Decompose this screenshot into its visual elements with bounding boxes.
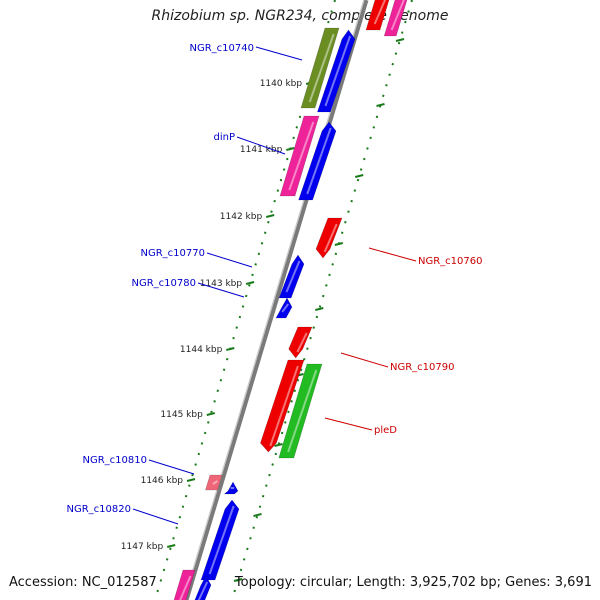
tick-mark [186, 478, 196, 482]
gene-arrow-ngr-c10790-a [288, 326, 313, 359]
tick-mark-minor [376, 103, 385, 107]
tick-mark-minor [395, 38, 405, 42]
tick-label: 1144 kbp [180, 345, 223, 355]
gene-label-ngr-c10760[interactable]: NGR_c10760 [418, 256, 483, 267]
gene-label-ngr-c10740-leader [255, 46, 303, 61]
gene-arrow-ngr-c10790 [260, 359, 305, 453]
gene-label-ngr-c10820-leader [132, 508, 179, 525]
tick-mark-minor [274, 443, 283, 447]
tick-mark-minor [315, 307, 324, 311]
gene-arrow-dinp [279, 115, 320, 197]
gene-arrow-ngr-c10820 [200, 499, 240, 581]
genome-backbone [183, 0, 369, 600]
gene-label-ngr-c10820[interactable]: NGR_c10820 [67, 504, 132, 515]
tick-mark-minor [253, 513, 262, 517]
gene-arrow-pled-shine [287, 369, 318, 453]
gene-label-ngr-c10810-leader [148, 459, 195, 475]
gene-arrow-top-magenta-shine [390, 0, 405, 31]
gene-label-ngr-c10770[interactable]: NGR_c10770 [141, 248, 206, 259]
gene-arrow-blue-2-shine [306, 127, 332, 195]
tick-mark [245, 281, 255, 285]
gene-label-ngr-c10780-leader [197, 282, 245, 298]
tick-label: 1141 kbp [240, 145, 283, 155]
gene-arrow-ngr-c10790-a-shine [296, 332, 308, 353]
gene-arrow-ngr-c10780 [275, 297, 293, 319]
gene-arrow-ngr-c10760 [315, 217, 343, 259]
gene-arrow-blue-1 [316, 29, 356, 113]
gene-arrow-dinp-shine [288, 121, 315, 191]
gene-arrow-ngr-c10790-shine [269, 365, 299, 447]
tick-label: 1142 kbp [220, 212, 263, 222]
gene-label-ngr-c10810[interactable]: NGR_c10810 [83, 455, 148, 466]
tick-mark [206, 412, 216, 416]
gene-arrow-blue-2 [298, 121, 337, 201]
gene-arrow-top-magenta [383, 0, 408, 37]
gene-arrow-ngr-c10810 [205, 474, 223, 491]
gene-arrow-bottom-magenta-shine [179, 575, 192, 600]
gene-arrow-bottom-blue-shine [197, 581, 209, 600]
tick-label: 1143 kbp [200, 279, 243, 289]
gene-arrow-blue-1-shine [324, 35, 352, 107]
tick-mark [226, 347, 235, 351]
gene-arrow-pled [278, 363, 323, 459]
tick-label: 1147 kbp [121, 542, 164, 552]
gene-arrow-ngr-c10740-shine [308, 33, 335, 103]
tick-mark-minor [233, 578, 243, 582]
gene-arrow-ngr-c10770 [278, 254, 305, 299]
tick-mark [286, 147, 295, 151]
tick-mark-minor [334, 242, 344, 246]
gene-label-ngr-c10770-leader [206, 252, 253, 268]
gene-arrow-ngr-c10760-shine [323, 223, 338, 253]
tick-label: 1140 kbp [260, 79, 303, 89]
tick-mark-minor [354, 174, 364, 178]
gene-label-dinp-leader [236, 136, 286, 155]
gene-label-ngr-c10740[interactable]: NGR_c10740 [190, 43, 255, 54]
gene-arrow-top-red [365, 0, 390, 31]
gene-label-ngr-c10780[interactable]: NGR_c10780 [132, 278, 197, 289]
gene-arrow-bottom-magenta [173, 569, 196, 600]
gene-arrow-ngr-c10770-shine [285, 260, 301, 293]
gene-label-ngr-c10760-leader [368, 247, 417, 262]
tick-label: 1145 kbp [160, 410, 203, 420]
tick-mark [166, 544, 176, 548]
gene-arrow-ngr-c10810-shine [212, 480, 218, 485]
tick-label: 1146 kbp [141, 476, 184, 486]
gene-label-pled[interactable]: pleD [374, 425, 397, 436]
gene-arrow-small-blue [223, 481, 239, 495]
gene-label-pled-leader [324, 417, 373, 431]
tick-track-right [231, 0, 413, 600]
gene-label-ngr-c10790[interactable]: NGR_c10790 [390, 362, 455, 373]
gene-arrow-top-red-shine [373, 0, 387, 25]
gene-arrow-bottom-blue [194, 575, 212, 600]
gene-label-ngr-c10790-leader [340, 352, 389, 368]
gene-label-dinp[interactable]: dinP [214, 132, 236, 143]
tick-mark [265, 214, 275, 218]
genome-summary-text: Topology: circular; Length: 3,925,702 bp… [234, 575, 592, 590]
gene-arrow-ngr-c10820-shine [208, 505, 235, 575]
accession-text: Accession: NC_012587 [9, 575, 157, 590]
gene-arrow-ngr-c10780-shine [281, 303, 290, 313]
gene-arrow-ngr-c10740 [300, 27, 340, 109]
